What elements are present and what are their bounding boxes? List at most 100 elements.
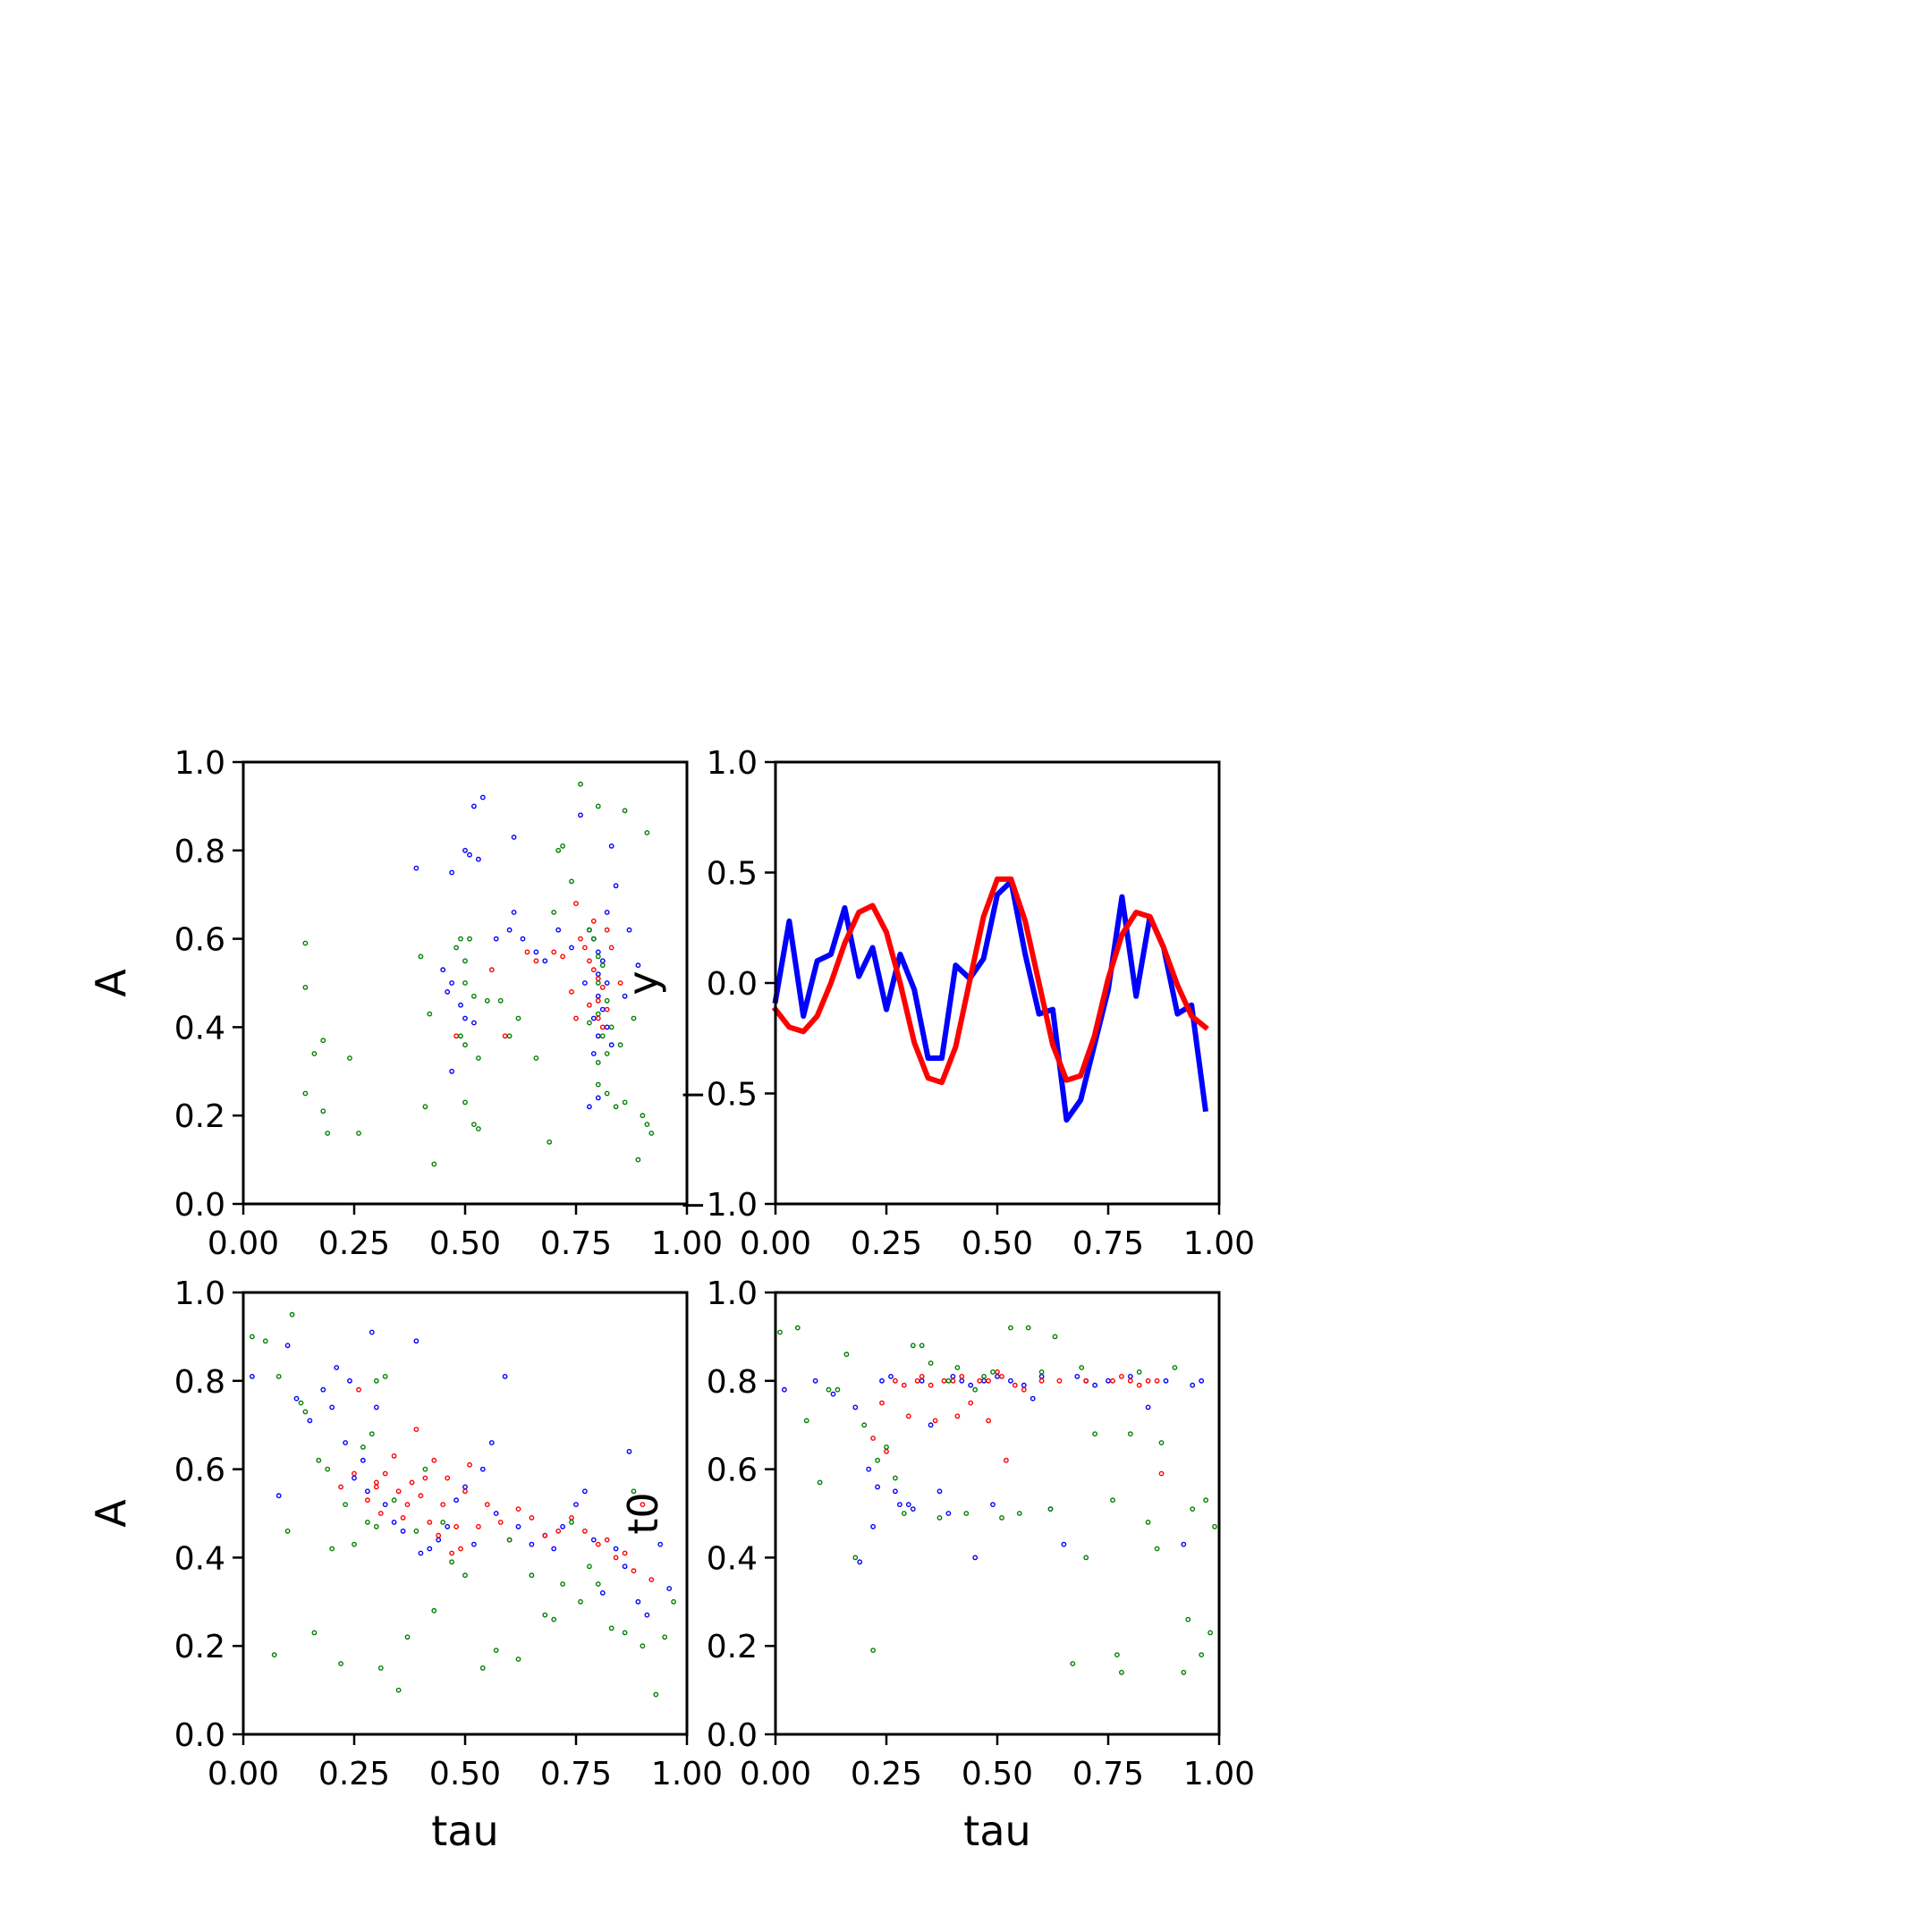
data-point <box>422 1104 428 1110</box>
x-tick-label: 0.50 <box>429 1225 501 1262</box>
data-point <box>555 927 562 933</box>
data-point <box>972 1386 979 1393</box>
y-tick-label: 0.4 <box>174 1540 225 1577</box>
data-point <box>959 1377 965 1384</box>
data-point <box>631 1015 637 1021</box>
data-point <box>777 1329 783 1335</box>
data-point <box>995 1369 1000 1375</box>
data-point <box>506 927 513 933</box>
data-point <box>1185 1616 1191 1623</box>
data-point <box>445 1523 451 1530</box>
data-point <box>404 1634 411 1640</box>
data-point <box>635 1157 641 1163</box>
data-point <box>289 1311 295 1318</box>
data-point <box>547 1139 553 1145</box>
data-point <box>1008 1377 1013 1384</box>
data-point <box>427 1546 433 1552</box>
data-point <box>569 989 574 995</box>
data-point <box>644 1612 650 1618</box>
data-point <box>436 1537 442 1543</box>
data-point <box>249 1374 255 1379</box>
data-point <box>835 1386 841 1393</box>
data-point <box>1119 1374 1124 1379</box>
data-point <box>360 1457 366 1463</box>
data-point <box>1172 1365 1178 1370</box>
data-point <box>356 1386 361 1393</box>
data-point <box>1016 1511 1022 1516</box>
data-point <box>866 1466 872 1472</box>
data-point <box>590 967 597 973</box>
y-tick-label: 0.0 <box>707 1717 758 1754</box>
data-point <box>1203 1497 1209 1504</box>
data-point <box>595 1011 601 1017</box>
x-tick-label: 0.00 <box>208 1756 279 1792</box>
data-point <box>373 1404 379 1411</box>
data-point <box>462 847 468 853</box>
data-point <box>595 803 601 809</box>
data-point <box>352 1475 357 1481</box>
data-point <box>1106 1377 1111 1384</box>
data-point <box>320 1386 326 1393</box>
data-point <box>1145 1404 1151 1411</box>
data-point <box>1092 1382 1098 1388</box>
data-point <box>551 1546 557 1552</box>
data-point <box>1158 1470 1165 1477</box>
data-point <box>533 1055 539 1061</box>
data-point <box>905 1502 911 1508</box>
data-point <box>640 1643 646 1649</box>
data-point <box>604 1537 610 1543</box>
data-point <box>954 1413 961 1419</box>
y-tick-label: 1.0 <box>174 1275 225 1312</box>
data-point <box>373 1479 379 1486</box>
data-point <box>843 1352 850 1358</box>
data-point <box>608 1024 614 1030</box>
data-point <box>608 945 614 951</box>
data-point <box>613 1546 619 1552</box>
data-point <box>555 847 562 853</box>
data-point <box>436 1532 442 1538</box>
series-1 <box>249 1329 673 1618</box>
data-point <box>1190 1382 1196 1388</box>
data-point <box>905 1413 911 1419</box>
data-point <box>569 945 574 951</box>
data-point <box>1079 1365 1085 1370</box>
data-point <box>587 1104 592 1110</box>
data-point <box>1158 1440 1165 1445</box>
data-point <box>560 1523 565 1530</box>
data-point <box>826 1386 832 1393</box>
data-point <box>449 1559 454 1565</box>
data-point <box>409 1479 415 1486</box>
data-point <box>249 1334 255 1340</box>
data-point <box>1025 1325 1031 1331</box>
data-point <box>884 1445 889 1450</box>
data-point <box>578 1598 583 1605</box>
data-point <box>449 1550 454 1556</box>
data-point <box>578 936 583 942</box>
data-point <box>418 1550 424 1556</box>
data-point <box>812 1377 818 1384</box>
data-point <box>608 843 614 849</box>
data-point <box>794 1325 801 1331</box>
data-point <box>467 852 472 858</box>
data-point <box>817 1479 823 1486</box>
x-tick-label: 0.75 <box>1072 1756 1144 1792</box>
data-point <box>830 1391 836 1397</box>
data-point <box>999 1515 1004 1521</box>
data-point <box>1021 1382 1027 1388</box>
data-point <box>928 1360 934 1366</box>
y-tick-label: 0.2 <box>707 1629 758 1665</box>
data-point <box>990 1502 996 1508</box>
data-point <box>1199 1377 1205 1384</box>
data-point <box>604 1090 610 1097</box>
x-tick-label: 0.00 <box>740 1756 811 1792</box>
data-point <box>1127 1374 1133 1379</box>
data-point <box>320 1038 326 1044</box>
data-point <box>1181 1669 1187 1675</box>
data-point <box>901 1511 907 1516</box>
data-point <box>515 1506 521 1513</box>
data-point <box>493 1511 499 1516</box>
data-point <box>511 835 517 840</box>
x-tick-label: 1.00 <box>651 1225 723 1262</box>
data-point <box>1030 1395 1036 1402</box>
data-point <box>467 936 472 942</box>
